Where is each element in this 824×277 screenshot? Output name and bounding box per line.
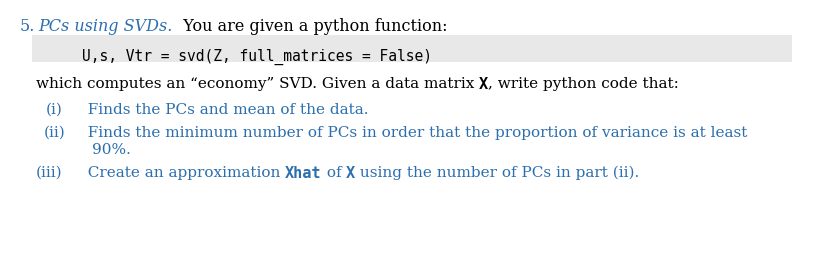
- Text: X: X: [480, 77, 489, 92]
- Text: (ii): (ii): [44, 126, 66, 140]
- Text: Finds the minimum number of PCs in order that the proportion of variance is at l: Finds the minimum number of PCs in order…: [78, 126, 747, 140]
- Text: Xhat: Xhat: [285, 166, 321, 181]
- Text: PCs using SVDs.: PCs using SVDs.: [39, 18, 173, 35]
- Text: X: X: [346, 166, 355, 181]
- FancyBboxPatch shape: [32, 35, 792, 62]
- Text: which computes an “economy” SVD. Given a data matrix: which computes an “economy” SVD. Given a…: [36, 77, 480, 91]
- Text: (iii): (iii): [36, 166, 63, 180]
- Text: 5.: 5.: [20, 18, 35, 35]
- Text: using the number of PCs in part (ii).: using the number of PCs in part (ii).: [355, 166, 639, 180]
- Text: Create an approximation: Create an approximation: [78, 166, 285, 180]
- Text: U,s, Vtr = svd(Z, full_matrices = False): U,s, Vtr = svd(Z, full_matrices = False): [47, 49, 432, 65]
- Text: 90%.: 90%.: [92, 143, 131, 157]
- Text: (i): (i): [46, 103, 63, 117]
- Text: You are given a python function:: You are given a python function:: [173, 18, 447, 35]
- Text: Finds the PCs and mean of the data.: Finds the PCs and mean of the data.: [78, 103, 368, 117]
- Text: , write python code that:: , write python code that:: [489, 77, 679, 91]
- Text: of: of: [321, 166, 346, 180]
